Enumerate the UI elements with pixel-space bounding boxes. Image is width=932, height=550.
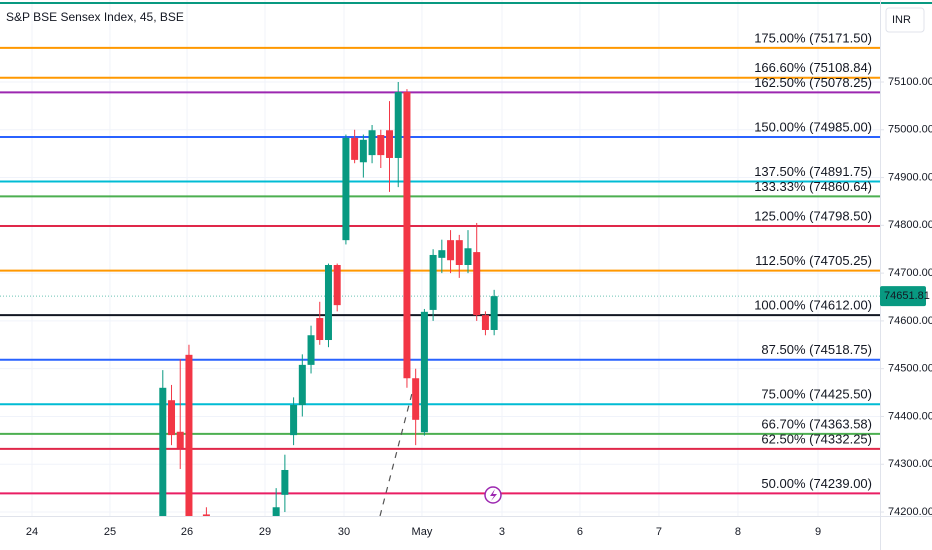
x-tick-label: 9	[815, 526, 821, 538]
fib-levels: 175.00% (75171.50) 166.60% (75108.84)162.…	[0, 30, 880, 495]
candle-body	[159, 387, 167, 516]
axes: 74200.00 74300.00 74400.00 74500.00 74600.00…	[26, 76, 932, 538]
candle-body	[455, 240, 463, 266]
y-tick-label: 75000.00	[888, 124, 932, 136]
candle-body	[168, 400, 176, 436]
fib-level-label: 100.00% (74612.00)	[754, 298, 872, 313]
last-price-tag	[880, 286, 926, 307]
last-price-label: 74651.81	[884, 290, 930, 302]
candle-body	[298, 364, 306, 406]
fib-level-label: 62.50% (74332.25)	[761, 431, 872, 446]
candle-body	[281, 469, 289, 495]
x-tick-label: 7	[656, 526, 662, 538]
fib-level-label: 150.00% (74985.00)	[754, 119, 872, 134]
chart-title: S&P BSE Sensex Index, 45, BSE	[6, 10, 184, 24]
candle-body	[429, 254, 437, 310]
y-tick-label: 75100.00	[888, 76, 932, 88]
candle-body	[176, 431, 184, 449]
y-tick-label: 74600.00	[888, 315, 932, 327]
y-tick-label: 74400.00	[888, 410, 932, 422]
x-tick-label: 6	[577, 526, 583, 538]
candle-body	[473, 252, 481, 316]
y-tick-label: 74900.00	[888, 171, 932, 183]
currency-box[interactable]	[885, 7, 925, 33]
candle-body	[481, 315, 489, 330]
candle-body	[438, 250, 446, 258]
candle-body	[490, 296, 498, 330]
x-tick-label: 8	[735, 526, 741, 538]
candle-body	[324, 265, 332, 341]
fib-level-label: 66.70% (74363.58)	[761, 416, 872, 431]
fib-level-label: 50.00% (74239.00)	[761, 476, 872, 491]
fib-level-label: 112.50% (74705.25)	[755, 253, 872, 268]
fib-level-label: 162.50% (75078.25)	[754, 75, 872, 90]
event-icon-bolt	[490, 489, 497, 501]
candles	[0, 81, 880, 516]
candle-body	[290, 405, 298, 436]
fib-level-label: 166.60% (75108.84)	[754, 60, 872, 75]
candle-body	[342, 137, 350, 241]
candle-body	[386, 130, 394, 158]
candle-body	[272, 507, 280, 516]
x-tick-label: May	[412, 526, 433, 538]
x-tick-label: 3	[499, 526, 505, 538]
x-tick-label: 29	[259, 526, 271, 538]
candle-body	[412, 378, 420, 420]
grid	[0, 0, 880, 516]
x-tick-label: 26	[181, 526, 193, 538]
fib-level-label: 133.33% (74860.64)	[754, 179, 872, 194]
y-tick-label: 74800.00	[888, 219, 932, 231]
candle-body	[447, 240, 455, 261]
candle-body	[185, 354, 193, 516]
candle-body	[420, 311, 428, 433]
y-tick-label: 74700.00	[888, 267, 932, 279]
candle-body	[464, 248, 472, 266]
fib-level-label: 137.50% (74891.75)	[754, 164, 872, 179]
x-tick-label: 25	[104, 526, 116, 538]
fib-level-label: 125.00% (74798.50)	[754, 208, 872, 223]
x-tick-label: 24	[26, 526, 38, 538]
y-tick-label: 74500.00	[888, 363, 932, 375]
candle-body	[351, 137, 359, 160]
y-tick-label: 74300.00	[888, 458, 932, 470]
candle-body	[202, 514, 210, 516]
candle-body	[307, 335, 315, 365]
candle-body	[316, 318, 324, 341]
x-tick-label: 30	[338, 526, 350, 538]
candle-body	[377, 135, 385, 156]
fib-level-label: 87.50% (74518.75)	[761, 342, 872, 357]
candle-body	[359, 139, 367, 163]
candle-body	[394, 92, 402, 158]
y-tick-label: 74200.00	[888, 506, 932, 518]
candle-body	[403, 92, 411, 379]
currency: INR	[892, 14, 911, 26]
candle-body	[368, 130, 376, 156]
fib-level-label: 75.00% (74425.50)	[761, 387, 872, 402]
candle-body	[333, 265, 341, 306]
fib-level-label: 175.00% (75171.50)	[754, 30, 872, 45]
